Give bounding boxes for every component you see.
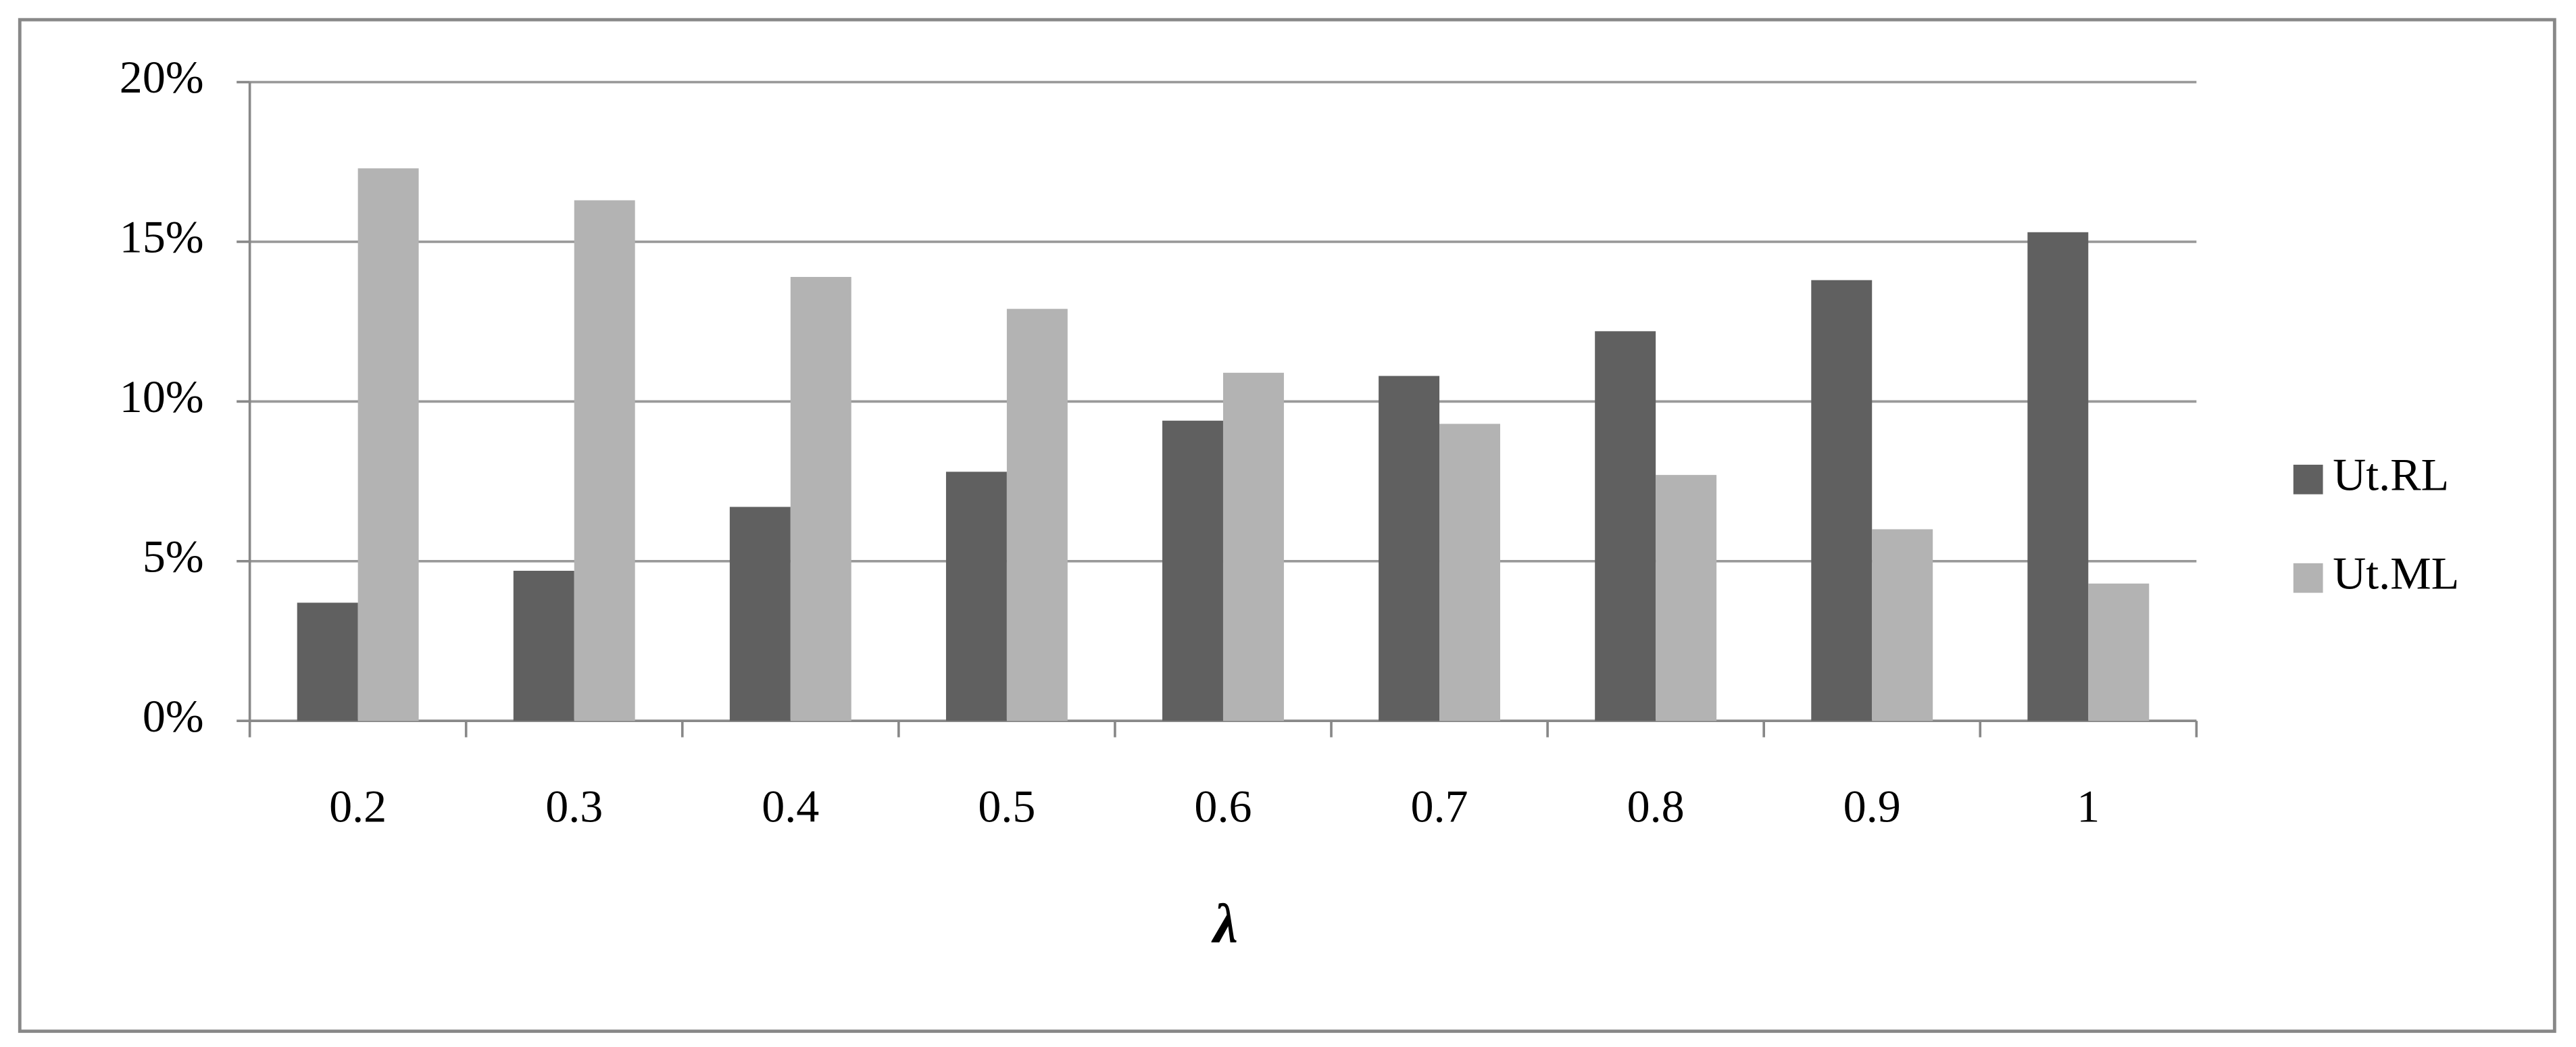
x-tick-label: 1 xyxy=(2077,781,2100,832)
bar xyxy=(574,200,635,721)
bar xyxy=(1872,529,1933,721)
legend-label: Ut.RL xyxy=(2333,449,2449,500)
x-axis-label: λ xyxy=(1211,892,1238,954)
bar xyxy=(513,570,574,721)
legend-label: Ut.ML xyxy=(2333,547,2459,598)
bar xyxy=(1595,331,1656,721)
bar xyxy=(297,603,358,721)
bar xyxy=(1222,372,1284,721)
chart-frame xyxy=(18,18,2556,1033)
bar xyxy=(729,507,791,721)
bar xyxy=(1162,420,1223,721)
bar xyxy=(1379,376,1440,721)
x-tick-label: 0.5 xyxy=(978,781,1035,832)
x-tick-label: 0.8 xyxy=(1627,781,1685,832)
bar xyxy=(2027,232,2089,721)
bar xyxy=(1439,424,1501,721)
y-tick-label: 10% xyxy=(120,371,204,422)
bar xyxy=(2088,583,2150,721)
bar xyxy=(945,471,1007,721)
x-tick-label: 0.9 xyxy=(1843,781,1901,832)
x-tick-label: 0.2 xyxy=(329,781,387,832)
legend-swatch xyxy=(2293,464,2323,494)
legend-swatch xyxy=(2293,563,2323,593)
bar xyxy=(357,168,419,721)
bar xyxy=(1006,309,1068,721)
y-tick-label: 20% xyxy=(120,51,204,103)
bar xyxy=(1656,475,1717,721)
x-tick-label: 0.7 xyxy=(1411,781,1468,832)
x-tick-label: 0.6 xyxy=(1194,781,1252,832)
bar xyxy=(790,276,851,721)
y-tick-label: 5% xyxy=(143,530,204,582)
y-tick-label: 0% xyxy=(143,690,204,742)
bar xyxy=(1811,280,1873,721)
y-tick-label: 15% xyxy=(120,211,204,263)
x-tick-label: 0.3 xyxy=(545,781,603,832)
x-tick-label: 0.4 xyxy=(762,781,819,832)
